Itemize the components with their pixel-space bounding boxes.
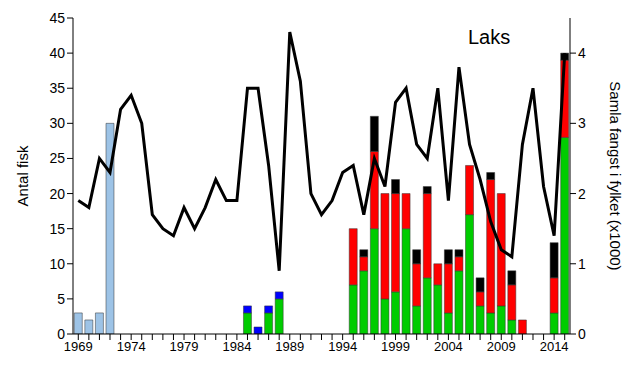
- svg-text:2009: 2009: [487, 339, 516, 354]
- svg-text:35: 35: [49, 80, 65, 96]
- svg-text:1974: 1974: [117, 339, 146, 354]
- svg-text:30: 30: [49, 115, 65, 131]
- svg-text:4: 4: [578, 45, 586, 61]
- svg-text:1979: 1979: [170, 339, 199, 354]
- svg-text:0: 0: [57, 326, 65, 342]
- svg-text:Samla fangst i fylket (x1000): Samla fangst i fylket (x1000): [607, 81, 624, 270]
- svg-text:25: 25: [49, 150, 65, 166]
- svg-text:0: 0: [578, 326, 586, 342]
- svg-text:15: 15: [49, 221, 65, 237]
- svg-text:20: 20: [49, 186, 65, 202]
- svg-text:3: 3: [578, 115, 586, 131]
- svg-text:40: 40: [49, 45, 65, 61]
- svg-text:1: 1: [578, 256, 586, 272]
- svg-text:1969: 1969: [64, 339, 93, 354]
- svg-text:45: 45: [49, 10, 65, 26]
- svg-text:1994: 1994: [328, 339, 357, 354]
- svg-text:2004: 2004: [434, 339, 463, 354]
- svg-text:2014: 2014: [540, 339, 569, 354]
- svg-text:5: 5: [57, 291, 65, 307]
- svg-text:1999: 1999: [381, 339, 410, 354]
- svg-text:1984: 1984: [222, 339, 251, 354]
- svg-text:Antal fisk: Antal fisk: [14, 145, 31, 206]
- svg-text:2: 2: [578, 186, 586, 202]
- html-text:Laks: Laks: [468, 26, 511, 48]
- svg-text:10: 10: [49, 256, 65, 272]
- svg-text:1989: 1989: [275, 339, 304, 354]
